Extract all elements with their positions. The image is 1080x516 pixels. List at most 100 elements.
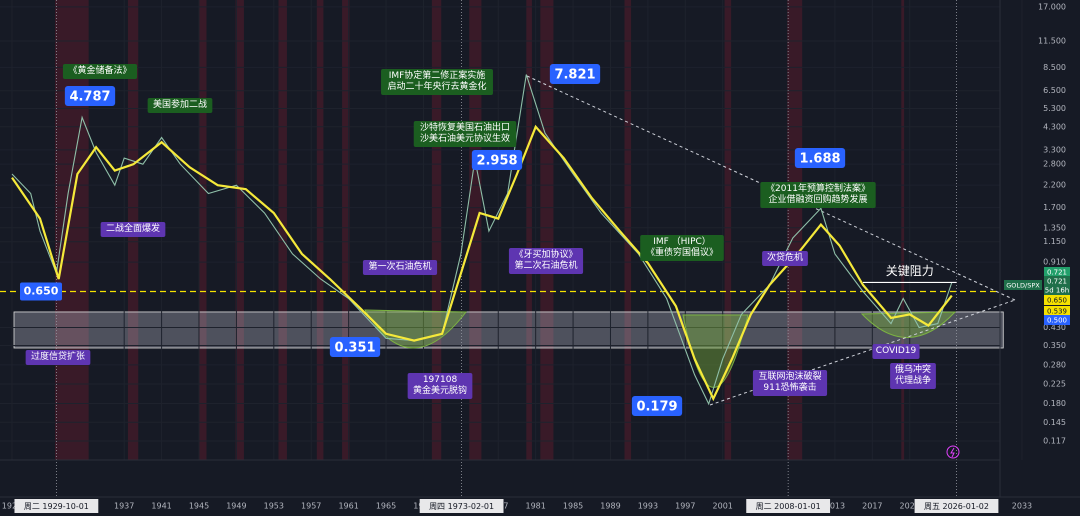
x-marker-label: 周二 2008-01-01 (756, 502, 821, 511)
annotation-box (762, 251, 808, 266)
annotation-box (760, 182, 876, 208)
x-tick-label: 2033 (1012, 502, 1032, 511)
annotation-box (62, 64, 138, 79)
x-marker-box (914, 499, 999, 513)
recession-band (235, 0, 244, 460)
y-tick-label: 11.500 (1038, 36, 1066, 45)
annotation-text: 互联网泡沫破裂 (758, 370, 821, 382)
price-tag (1044, 315, 1070, 325)
x-tick-label: 1937 (114, 502, 134, 511)
annotation-box (147, 98, 213, 113)
annotation-text: 第一次石油危机 (368, 260, 431, 272)
price-tag (1044, 285, 1070, 295)
recession-band (316, 0, 324, 460)
annotation-text: 第二次石油危机 (514, 259, 577, 271)
callout-label: 1.688 (799, 152, 840, 167)
y-tick-label: 0.430 (1043, 323, 1066, 332)
y-tick-label: 4.300 (1043, 122, 1066, 131)
annotation-box (413, 121, 517, 147)
callout-label: 0.351 (334, 341, 375, 356)
callout-box (329, 337, 381, 357)
y-tick-label: 17.000 (1038, 2, 1066, 11)
y-tick-label: 0.280 (1043, 360, 1066, 369)
event-icon (946, 445, 960, 459)
annotation-box (752, 370, 828, 396)
y-tick-label: 8.500 (1043, 63, 1066, 72)
annotation-box (872, 344, 920, 359)
y-tick-label: 0.225 (1043, 379, 1066, 388)
annotation-text: 美国参加二战 (153, 98, 207, 110)
moving-average-line (11, 124, 953, 402)
annotation-text: 沙特恢复美国石油出口 (420, 121, 510, 133)
price-tag-label: 0.721 (1047, 269, 1067, 277)
y-tick-label: 0.910 (1043, 258, 1066, 267)
callout-label: 2.958 (476, 154, 517, 169)
x-marker-box (14, 499, 99, 513)
recession-band (901, 0, 905, 460)
x-marker-box (419, 499, 504, 513)
x-tick-label: 1993 (638, 502, 658, 511)
x-tick-label: 1957 (301, 502, 321, 511)
y-tick-label: 0.350 (1043, 341, 1066, 350)
y-tick-label: 1.350 (1043, 223, 1066, 232)
annotation-text: 俄乌冲突 (895, 363, 931, 375)
annotation-text: 二战全面爆发 (106, 222, 160, 234)
x-marker-box (746, 499, 831, 513)
recession-band (526, 0, 532, 460)
x-tick-label: 1997 (675, 502, 695, 511)
callout-box (631, 396, 683, 416)
annotation-text: 《2011年预算控制法案》 (766, 182, 870, 194)
x-tick-label: 1953 (264, 502, 284, 511)
x-tick-label: 2021 (900, 502, 920, 511)
price-tag (1044, 306, 1070, 316)
recession-band (278, 0, 287, 460)
callout-box (549, 64, 601, 84)
callout-box (471, 150, 523, 170)
y-tick-label: 3.300 (1043, 145, 1066, 154)
annotation-box (407, 373, 473, 399)
annotation-box (640, 235, 724, 261)
annotation-text: COVID19 (876, 346, 917, 356)
x-tick-label: 1989 (600, 502, 620, 511)
price-tag-label: 0.650 (1047, 297, 1067, 305)
annotation-text: 黄金美元脱钩 (413, 384, 467, 396)
annotation-text: 沙美石油美元协议生效 (420, 132, 510, 144)
price-tag-label: 0.721 (1047, 278, 1067, 286)
callout-box (64, 86, 116, 106)
level-box (20, 282, 62, 301)
annotation-box (362, 260, 438, 275)
annotation-box (508, 248, 584, 274)
y-tick-label: 0.145 (1043, 418, 1066, 427)
annotation-text: 次贷危机 (767, 251, 803, 263)
x-tick-label: 1949 (226, 502, 246, 511)
symbol-tag (1004, 280, 1042, 290)
y-tick-label: 2.800 (1043, 160, 1066, 169)
x-tick-label: 1945 (189, 502, 209, 511)
annotation-text: IMF协定第二修正案实施 (389, 69, 486, 81)
x-marker-label: 周四 1973-02-01 (429, 502, 494, 511)
annotation-text: 过度信贷扩张 (31, 350, 85, 362)
y-tick-label: 0.117 (1043, 437, 1066, 446)
x-tick-label: 1965 (376, 502, 396, 511)
price-tag (1044, 267, 1070, 277)
annotation-text: 企业借融资回购趋势发展 (768, 193, 867, 205)
price-tag-label: 0.500 (1047, 317, 1067, 325)
x-tick-label: 1925 (2, 502, 22, 511)
annotation-text: 911恐怖袭击 (763, 381, 816, 393)
annotation-text: 《重债穷国倡议》 (646, 246, 718, 258)
x-tick-label: 2001 (713, 502, 733, 511)
annotation-box (381, 69, 493, 95)
annotation-box (100, 222, 166, 237)
y-tick-label: 0.180 (1043, 399, 1066, 408)
x-tick-label: 1961 (338, 502, 358, 511)
event-icon (950, 447, 955, 458)
consolidation-zone (13, 311, 1004, 349)
level-label: 0.650 (24, 284, 59, 297)
cup-shape (860, 311, 957, 338)
recession-band (431, 0, 442, 460)
annotation-text: 代理战争 (895, 374, 931, 386)
recession-band (199, 0, 207, 460)
x-tick-label: 2017 (862, 502, 882, 511)
